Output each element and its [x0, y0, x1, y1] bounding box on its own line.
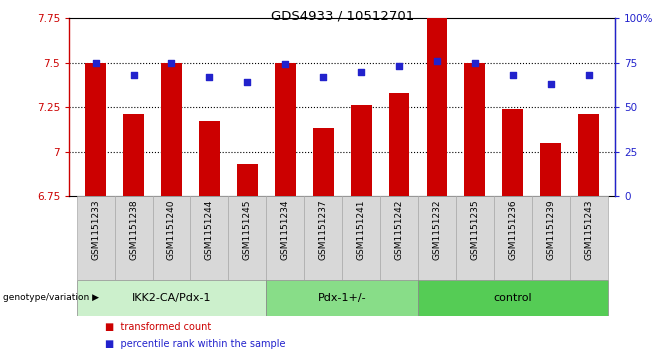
- Bar: [266, 196, 304, 280]
- Text: GSM1151235: GSM1151235: [470, 199, 480, 260]
- Text: ■  percentile rank within the sample: ■ percentile rank within the sample: [105, 339, 286, 349]
- Text: GSM1151240: GSM1151240: [167, 199, 176, 260]
- Bar: [578, 114, 599, 196]
- Bar: [77, 196, 114, 280]
- Text: GDS4933 / 10512701: GDS4933 / 10512701: [270, 9, 414, 22]
- Bar: [161, 62, 182, 196]
- Text: Pdx-1+/-: Pdx-1+/-: [318, 293, 367, 303]
- Bar: [418, 280, 607, 316]
- Bar: [114, 196, 153, 280]
- Bar: [532, 196, 570, 280]
- Bar: [494, 196, 532, 280]
- Text: GSM1151243: GSM1151243: [584, 199, 593, 260]
- Point: [128, 72, 139, 78]
- Text: GSM1151239: GSM1151239: [546, 199, 555, 260]
- Text: ■  transformed count: ■ transformed count: [105, 322, 211, 332]
- Bar: [342, 196, 380, 280]
- Point: [545, 81, 556, 87]
- Bar: [304, 196, 342, 280]
- Text: GSM1151233: GSM1151233: [91, 199, 100, 260]
- Bar: [503, 109, 523, 196]
- Text: control: control: [494, 293, 532, 303]
- Text: IKK2-CA/Pdx-1: IKK2-CA/Pdx-1: [132, 293, 211, 303]
- Point: [280, 61, 291, 67]
- Point: [356, 69, 367, 74]
- Bar: [237, 164, 258, 196]
- Point: [204, 74, 215, 80]
- Bar: [313, 129, 334, 196]
- Point: [393, 63, 404, 69]
- Point: [166, 60, 177, 65]
- Bar: [266, 280, 418, 316]
- Bar: [351, 105, 372, 196]
- Text: GSM1151236: GSM1151236: [509, 199, 517, 260]
- Bar: [199, 121, 220, 196]
- Point: [507, 72, 518, 78]
- Bar: [228, 196, 266, 280]
- Text: GSM1151237: GSM1151237: [318, 199, 328, 260]
- Text: GSM1151234: GSM1151234: [281, 199, 290, 260]
- Bar: [465, 62, 486, 196]
- Text: GSM1151238: GSM1151238: [129, 199, 138, 260]
- Bar: [389, 93, 409, 196]
- Text: GSM1151232: GSM1151232: [432, 199, 442, 260]
- Bar: [153, 196, 190, 280]
- Text: GSM1151242: GSM1151242: [395, 199, 403, 260]
- Bar: [570, 196, 607, 280]
- Point: [432, 58, 442, 64]
- Text: GSM1151244: GSM1151244: [205, 199, 214, 260]
- Bar: [123, 114, 144, 196]
- Point: [470, 60, 480, 65]
- Bar: [275, 62, 295, 196]
- Bar: [418, 196, 456, 280]
- Point: [242, 79, 253, 85]
- Bar: [456, 196, 494, 280]
- Bar: [540, 143, 561, 196]
- Bar: [380, 196, 418, 280]
- Point: [90, 60, 101, 65]
- Text: GSM1151245: GSM1151245: [243, 199, 252, 260]
- Bar: [190, 196, 228, 280]
- Bar: [85, 62, 106, 196]
- Bar: [77, 280, 266, 316]
- Bar: [426, 0, 447, 196]
- Point: [318, 74, 328, 80]
- Point: [584, 72, 594, 78]
- Text: genotype/variation ▶: genotype/variation ▶: [3, 293, 99, 302]
- Text: GSM1151241: GSM1151241: [357, 199, 366, 260]
